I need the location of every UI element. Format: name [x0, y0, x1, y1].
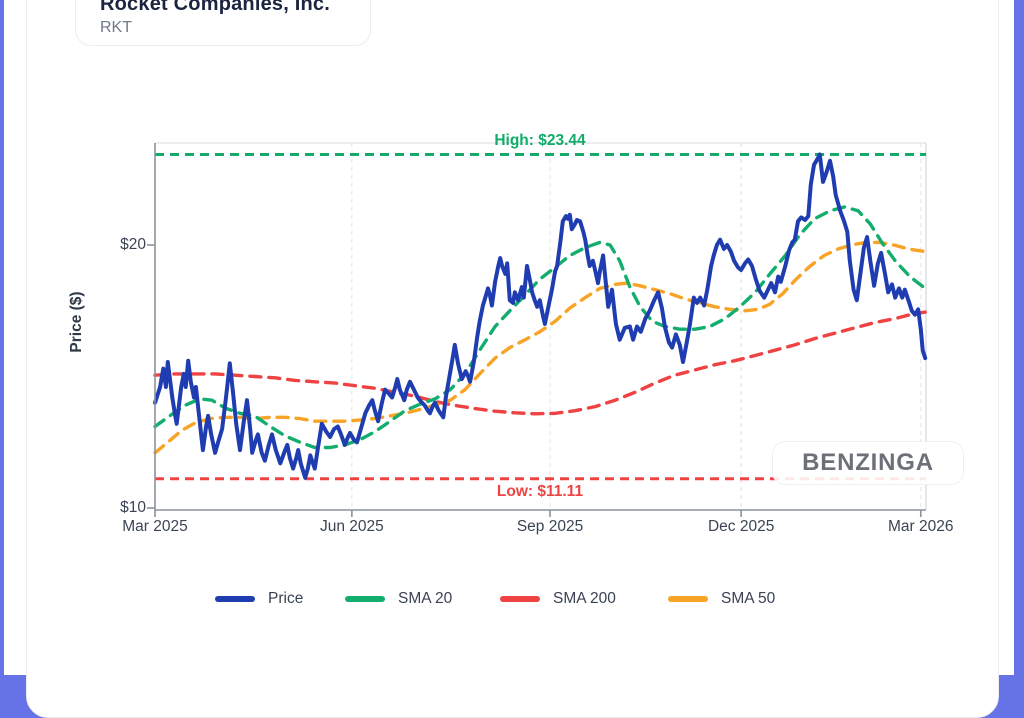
low-annotation-label: Low: $11.11 — [496, 483, 584, 500]
stock-ticker: RKT — [100, 19, 132, 36]
legend-label: Price — [268, 590, 304, 607]
stock-title-card: Rocket Companies, Inc. RKT — [75, 0, 371, 46]
series-price — [153, 152, 928, 480]
x-tick-label: Dec 2025 — [707, 518, 775, 535]
high-annotation-label: High: $23.44 — [494, 132, 586, 149]
legend-item-sma-200: SMA 200 — [500, 588, 616, 610]
legend-label: SMA 20 — [398, 590, 453, 607]
y-tick-label: $10 — [120, 499, 146, 516]
legend-label: SMA 200 — [553, 590, 616, 607]
y-tick-label: $20 — [120, 236, 146, 253]
legend-item-sma-20: SMA 20 — [345, 588, 452, 610]
stock-title: Rocket Companies, Inc. — [100, 0, 331, 15]
legend-label: SMA 50 — [721, 590, 776, 607]
x-tick-label: Jun 2025 — [319, 518, 384, 535]
legend-swatch — [500, 595, 540, 603]
x-tick-label: Mar 2026 — [888, 518, 954, 535]
series-sma-20 — [153, 205, 927, 450]
chart-legend: Price SMA 20 SMA 200 SMA 50 — [0, 588, 1024, 612]
series-sma-200 — [153, 310, 927, 416]
series-sma-50 — [153, 240, 927, 455]
price-chart — [147, 142, 928, 517]
legend-swatch — [345, 595, 385, 603]
benzinga-watermark: BENZINGA — [772, 441, 964, 485]
x-tick-label: Sep 2025 — [516, 518, 584, 535]
y-axis-title: Price ($) — [68, 291, 85, 353]
legend-swatch — [215, 595, 255, 603]
legend-swatch — [668, 595, 708, 603]
legend-item-sma-50: SMA 50 — [668, 588, 775, 610]
legend-item-price: Price — [215, 588, 303, 610]
x-tick-label: Mar 2025 — [122, 518, 188, 535]
